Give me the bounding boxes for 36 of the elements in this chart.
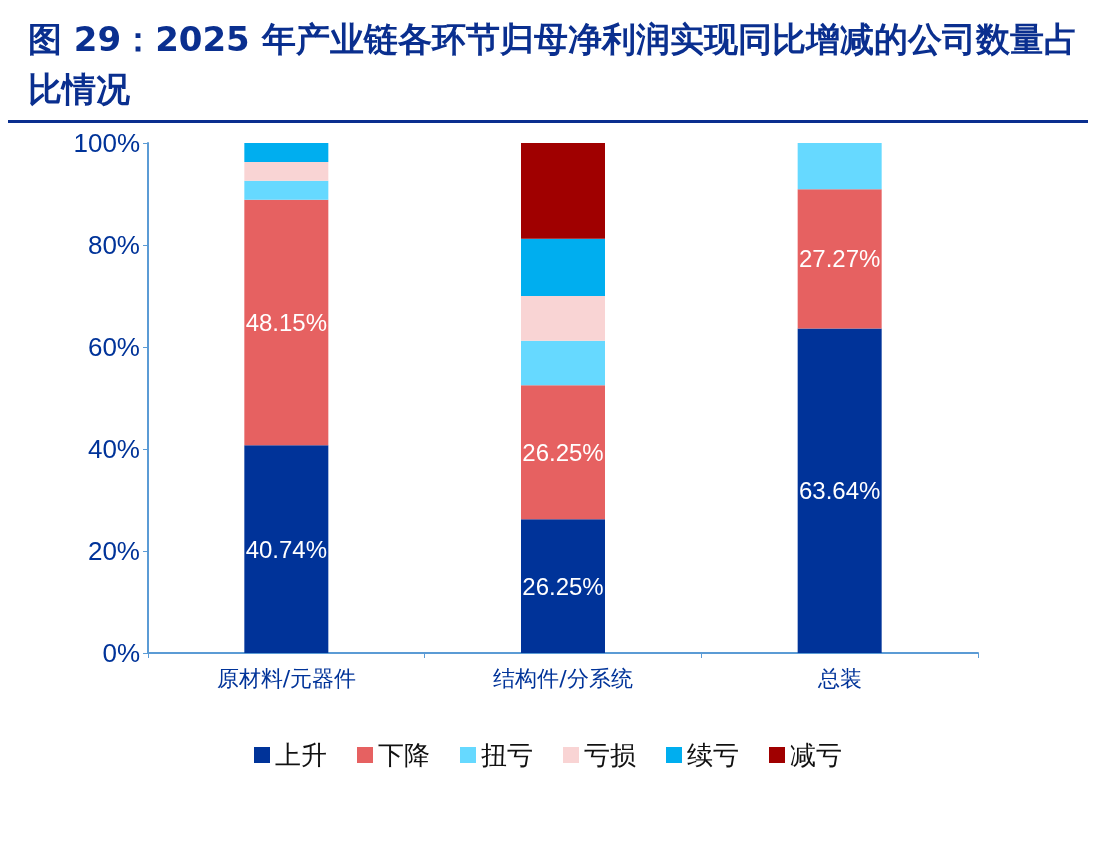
bar [244,143,329,162]
legend-label: 扭亏 [481,740,533,770]
chart-title: 图 29：2025 年产业链各环节归母净利润实现同比增减的公司数量占比情况 [8,8,1088,123]
bar [244,199,329,446]
bar [521,385,605,520]
legend-label: 减亏 [790,740,842,770]
y-tick-label: 80% [87,230,140,260]
bar [797,189,882,329]
data-label: 40.74% [245,535,328,563]
bar [521,519,605,653]
legend-label: 上升 [275,740,327,770]
bar [244,180,329,200]
legend-label: 亏损 [584,740,636,770]
bar [244,161,329,181]
data-label: 48.15% [245,308,328,336]
y-tick-label: 100% [73,128,140,158]
bar [521,340,605,386]
bar [521,296,605,341]
legend-label: 续亏 [687,740,739,770]
bar [797,143,882,190]
bar [244,445,329,653]
bar [521,238,605,296]
y-tick-label: 60% [87,332,140,362]
data-label: 27.27% [798,245,881,273]
legend-label: 下降 [378,740,430,770]
data-label: 63.64% [798,477,881,505]
bar [797,328,882,653]
y-tick-label: 40% [87,434,140,464]
data-label: 26.25% [522,572,604,600]
x-tick-label: 原材料/元器件 [216,665,357,691]
x-tick-label: 结构件/分系统 [493,665,633,691]
data-label: 26.25% [522,438,604,466]
bar [521,143,605,239]
x-tick-label: 总装 [816,665,862,691]
y-tick-label: 20% [87,536,140,566]
y-tick-label: 0% [102,638,140,668]
